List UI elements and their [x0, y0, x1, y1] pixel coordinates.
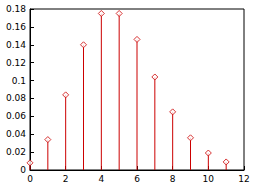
svg-text:8: 8 [170, 174, 176, 184]
svg-text:0.12: 0.12 [6, 58, 26, 68]
svg-text:0.1: 0.1 [12, 76, 26, 86]
svg-text:0.16: 0.16 [6, 22, 26, 32]
svg-text:4: 4 [98, 174, 104, 184]
svg-text:6: 6 [134, 174, 140, 184]
svg-text:0.14: 0.14 [6, 40, 26, 50]
svg-text:0.04: 0.04 [6, 129, 26, 139]
svg-text:0.08: 0.08 [6, 93, 26, 103]
svg-text:2: 2 [63, 174, 69, 184]
svg-text:12: 12 [238, 174, 249, 184]
svg-text:0: 0 [20, 165, 26, 175]
svg-text:10: 10 [203, 174, 215, 184]
svg-text:0: 0 [27, 174, 33, 184]
svg-text:0.02: 0.02 [6, 147, 26, 157]
svg-text:0.06: 0.06 [6, 111, 26, 121]
svg-text:0.18: 0.18 [6, 4, 26, 14]
